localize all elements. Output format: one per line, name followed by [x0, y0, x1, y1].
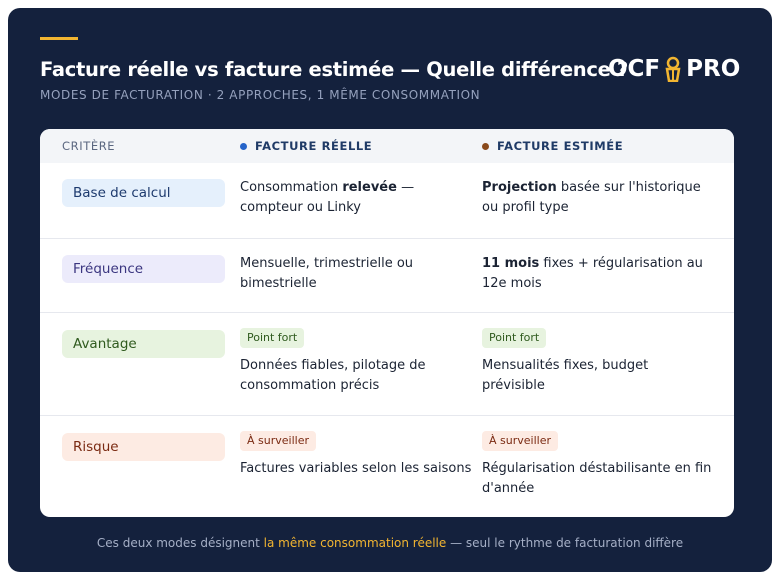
cell: Consommation relevée — compteur ou Linky: [240, 178, 472, 218]
badge: Point fort: [240, 328, 305, 348]
text-segment: 11 mois: [482, 256, 540, 271]
cell-text: Factures variables selon les saisons: [240, 461, 471, 476]
cell-text: Régularisation déstabilisante en fin d'a…: [482, 461, 711, 496]
title: Facture réelle vs facture estimée — Quel…: [40, 58, 629, 81]
cell: Mensuelle, trimestrielle ou bimestrielle: [240, 254, 472, 294]
cell: À surveiller Régularisation déstabilisant…: [482, 431, 714, 499]
cell-text: Mensualités fixes, budget prévisible: [482, 358, 648, 393]
table-row: Fréquence Mensuelle, trimestrielle ou bim…: [40, 238, 734, 313]
cell: 11 mois fixes + régularisation au 12e mo…: [482, 254, 714, 294]
text-segment: basée sur l'historique ou profil type: [482, 180, 701, 215]
cell-text: Données fiables, pilotage de consommatio…: [240, 358, 426, 393]
text-segment: Projection: [482, 180, 557, 195]
badge: À surveiller: [240, 431, 316, 451]
criterion-pill: Fréquence: [62, 255, 225, 283]
criterion-pill: Base de calcul: [62, 179, 225, 207]
column-label: FACTURE ESTIMÉE: [497, 139, 624, 153]
text-segment: Mensualités fixes, budget prévisible: [482, 358, 649, 393]
text-segment: Factures variables selon les saisons: [240, 461, 472, 476]
column-label: FACTURE RÉELLE: [255, 139, 373, 153]
badge: Point fort: [482, 328, 547, 348]
text-segment: fixes + régularisation au 12e mois: [482, 256, 703, 291]
text-segment: relevée: [342, 180, 397, 195]
text-segment: Données fiables, pilotage de consommatio…: [240, 358, 426, 393]
cell: Point fort Mensualités fixes, budget prév…: [482, 328, 714, 396]
cell-text: Mensuelle, trimestrielle ou bimestrielle: [240, 256, 413, 291]
column-header: CRITÈRE: [62, 139, 115, 153]
cell: Point fort Données fiables, pilotage de c…: [240, 328, 472, 396]
logo-right: PRO: [686, 56, 741, 82]
column-header: FACTURE ESTIMÉE: [482, 139, 623, 153]
badge: À surveiller: [482, 431, 558, 451]
cell-text: Consommation relevée — compteur ou Linky: [240, 180, 414, 215]
column-header: FACTURE RÉELLE: [240, 139, 372, 153]
text-segment: Ces deux modes désignent: [96, 536, 264, 550]
column-dot: [240, 142, 247, 150]
cell-text: 11 mois fixes + régularisation au 12e mo…: [482, 256, 703, 291]
table-row: Risque À surveiller Factures variables sel…: [40, 415, 734, 517]
logo: OCF PRO: [608, 56, 740, 82]
criterion-pill: Risque: [62, 433, 225, 461]
criterion-pill: Avantage: [62, 330, 225, 358]
logo-icon: [665, 56, 681, 82]
text-segment: Mensuelle, trimestrielle ou bimestrielle: [240, 256, 414, 291]
text-segment: Régularisation déstabilisante en fin d'a…: [482, 461, 712, 496]
subtitle: MODES DE FACTURATION · 2 APPROCHES, 1 MÊ…: [40, 88, 481, 102]
accent-bar: [40, 37, 78, 40]
text-segment: — seul le rythme de facturation diffère: [446, 536, 684, 550]
table-header: CRITÈRE FACTURE RÉELLE FACTURE ESTIMÉE: [40, 129, 734, 163]
column-label: CRITÈRE: [62, 139, 116, 153]
table: CRITÈRE FACTURE RÉELLE FACTURE ESTIMÉE Base…: [40, 129, 734, 517]
table-row: Base de calcul Consommation relevée — com…: [40, 163, 734, 238]
logo-left: OCF: [608, 56, 661, 82]
table-row: Avantage Point fort Données fiables, pilot…: [40, 312, 734, 416]
column-dot: [482, 142, 489, 150]
footer: Ces deux modes désignent la même consomm…: [8, 536, 772, 550]
card: Facture réelle vs facture estimée — Quel…: [8, 8, 772, 572]
cell-text: Projection basée sur l'historique ou pro…: [482, 180, 701, 215]
text-segment: Consommation: [240, 180, 343, 195]
text-segment: — compteur ou Linky: [240, 180, 415, 215]
cell: À surveiller Factures variables selon les…: [240, 431, 472, 479]
cell: Projection basée sur l'historique ou pro…: [482, 178, 714, 218]
text-segment: la même consommation réelle: [263, 536, 447, 550]
